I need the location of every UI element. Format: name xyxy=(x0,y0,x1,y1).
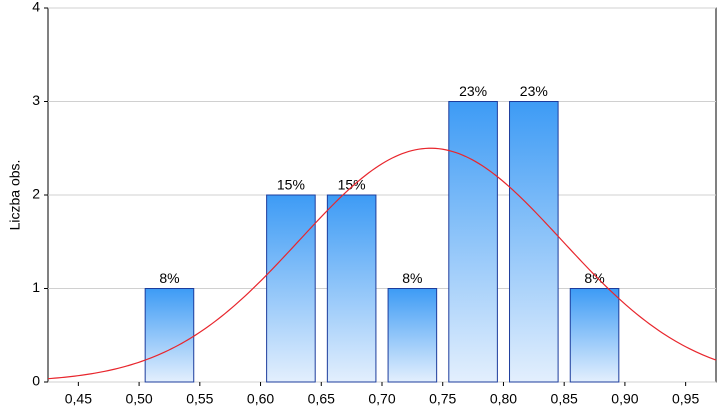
bar xyxy=(448,101,498,383)
x-tick-label: 0,75 xyxy=(429,391,456,407)
bar-label: 8% xyxy=(402,270,422,286)
x-tick-label: 0,95 xyxy=(672,391,699,407)
bar xyxy=(569,288,620,383)
bar xyxy=(266,194,316,383)
y-tick-label: 1 xyxy=(32,279,40,295)
x-tick-label: 0,55 xyxy=(186,391,213,407)
bar xyxy=(326,194,377,383)
bar-label: 8% xyxy=(584,270,604,286)
y-tick-label: 3 xyxy=(32,92,40,108)
normal-curve xyxy=(47,147,717,380)
x-tick-label: 0,45 xyxy=(65,391,92,407)
y-tick-label: 2 xyxy=(32,186,40,202)
x-tick-label: 0,90 xyxy=(611,391,638,407)
x-tick-label: 0,80 xyxy=(490,391,517,407)
x-tick-label: 0,70 xyxy=(368,391,395,407)
bar-label: 15% xyxy=(277,177,305,193)
y-tick-label: 0 xyxy=(32,373,40,389)
bar xyxy=(387,288,438,383)
x-tick-label: 0,65 xyxy=(308,391,335,407)
bar-label: 8% xyxy=(159,270,179,286)
y-tick-label: 4 xyxy=(32,0,40,15)
bar xyxy=(144,288,195,383)
y-axis-label: Liczba obs. xyxy=(7,160,23,231)
bar-label: 23% xyxy=(459,83,487,99)
bar-label: 23% xyxy=(520,83,548,99)
x-tick-label: 0,85 xyxy=(551,391,578,407)
x-tick-label: 0,50 xyxy=(125,391,152,407)
bar xyxy=(509,101,559,383)
x-tick-label: 0,60 xyxy=(247,391,274,407)
